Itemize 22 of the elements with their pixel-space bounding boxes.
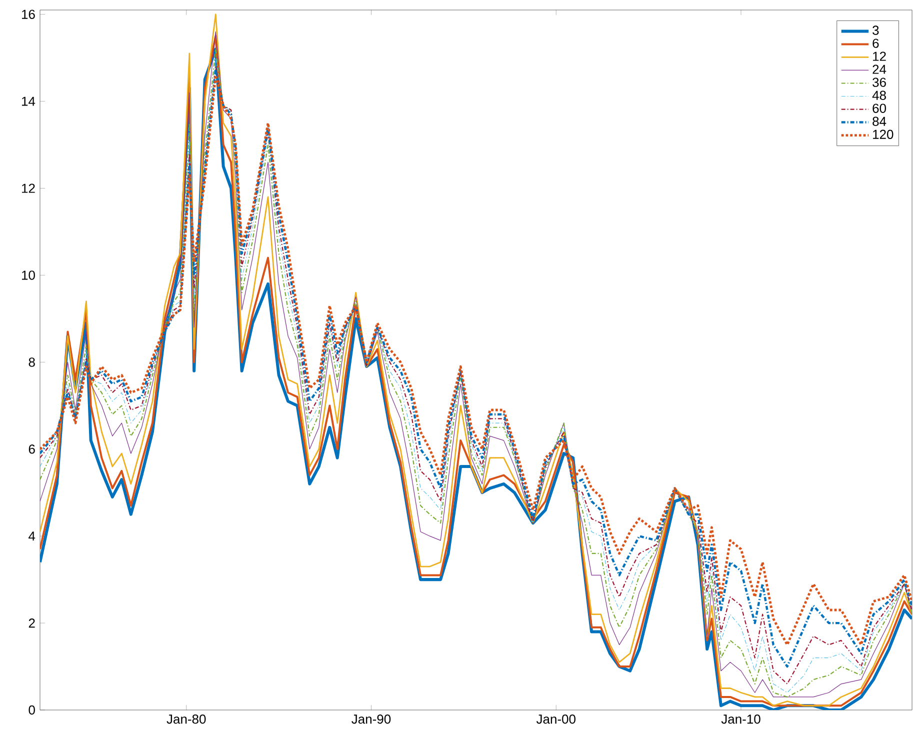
y-tick-label: 14 [22, 96, 36, 106]
legend-label: 3 [872, 26, 879, 35]
y-tick-label: 12 [22, 184, 35, 193]
legend-label: 36 [872, 78, 886, 87]
legend-label: 12 [873, 52, 886, 61]
legend-label: 120 [873, 130, 894, 139]
legend-label: 6 [872, 38, 879, 48]
legend-label: 24 [872, 64, 886, 74]
legend-label: 48 [872, 90, 886, 100]
x-tick-label: Jan-90 [352, 714, 391, 724]
legend-label: 60 [872, 104, 886, 113]
y-tick-label: 8 [28, 358, 35, 367]
x-tick-label: Jan-80 [166, 714, 206, 724]
y-tick-label: 0 [28, 705, 35, 715]
x-tick-label: Jan-10 [721, 714, 760, 724]
y-tick-label: 4 [28, 532, 36, 541]
y-tick-label: 6 [28, 444, 35, 454]
y-tick-label: 10 [22, 270, 35, 280]
y-tick-label: 16 [22, 10, 35, 19]
x-tick-label: Jan-00 [536, 714, 576, 724]
y-tick-label: 2 [28, 618, 35, 628]
legend-label: 84 [872, 116, 886, 126]
